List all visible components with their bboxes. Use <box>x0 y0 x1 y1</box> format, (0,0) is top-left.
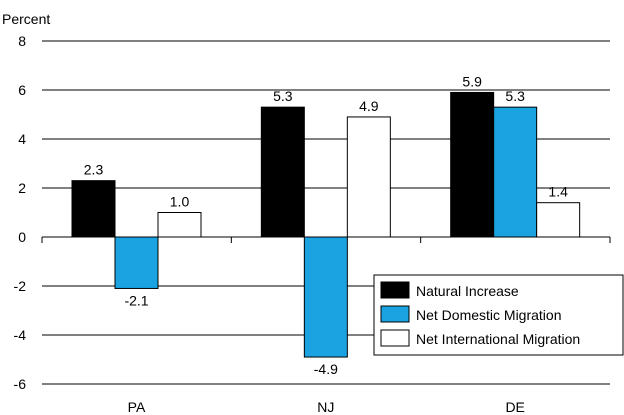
bar-natural-increase <box>71 180 116 238</box>
data-label: 5.3 <box>273 88 293 104</box>
y-axis-ticks: 8 6 4 2 0 -2 -4 -6 <box>14 33 27 392</box>
y-tick-label: -4 <box>14 327 27 343</box>
bar-net-international-migration <box>157 212 202 238</box>
data-label: 5.3 <box>505 88 525 104</box>
data-label: -2.1 <box>124 292 148 308</box>
y-axis-label: Percent <box>2 11 50 27</box>
y-tick-label: 0 <box>18 229 26 245</box>
data-label: 2.3 <box>84 162 104 178</box>
bar-net-domestic-migration <box>114 236 159 289</box>
legend-label: Net Domestic Migration <box>416 307 562 323</box>
legend-label: Net International Migration <box>416 331 580 347</box>
legend-label: Natural Increase <box>416 283 519 299</box>
data-label: 1.4 <box>548 184 568 200</box>
legend: Natural Increase Net Domestic Migration Ne… <box>373 274 624 356</box>
y-tick-label: -2 <box>14 278 27 294</box>
data-label: 4.9 <box>359 98 379 114</box>
x-tick-label: NJ <box>317 399 334 415</box>
y-tick-label: -6 <box>14 376 27 392</box>
bar-net-international-migration <box>536 202 581 238</box>
y-tick-label: 2 <box>18 180 26 196</box>
bar-natural-increase <box>450 91 495 238</box>
legend-box <box>373 274 624 356</box>
data-label: 5.9 <box>462 73 482 89</box>
y-tick-label: 6 <box>18 82 26 98</box>
y-tick-label: 8 <box>18 33 26 49</box>
data-label: 1.0 <box>170 194 190 210</box>
x-axis: PA NJ DE <box>41 237 611 415</box>
bar-net-domestic-migration <box>303 236 348 358</box>
x-tick-label: PA <box>128 399 146 415</box>
x-tick-label: DE <box>505 399 524 415</box>
legend-swatch <box>380 281 410 299</box>
bar-natural-increase <box>260 106 305 238</box>
legend-swatch <box>380 305 410 323</box>
y-tick-label: 4 <box>18 131 26 147</box>
bar-net-international-migration <box>346 116 391 238</box>
data-label: -4.9 <box>314 361 338 377</box>
bars: 2.3 -2.1 1.0 5.3 -4.9 4.9 5.9 5.3 1.4 <box>71 73 581 377</box>
legend-swatch <box>380 329 410 347</box>
bar-net-domestic-migration <box>493 106 538 238</box>
